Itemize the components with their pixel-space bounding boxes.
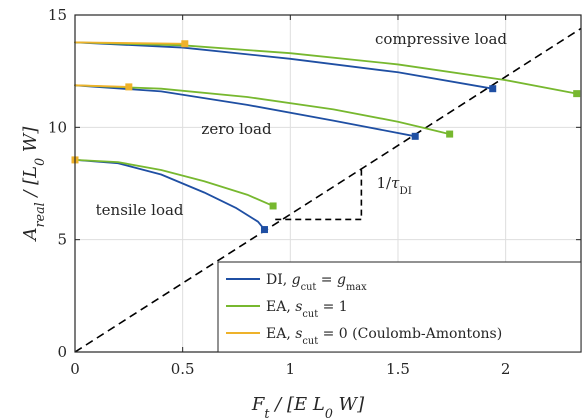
series-line-DI-tensile [74, 159, 266, 231]
endpoint-marker-0 [489, 85, 497, 93]
dashed-line [74, 27, 582, 353]
series-line-DI-compressive [74, 41, 494, 90]
annotation-slope-label: 1/τDI [376, 174, 412, 197]
series-line-EA_s1-zero [74, 84, 451, 135]
y-tick-label-2: 10 [48, 118, 67, 136]
legend-label-DI: DI, gcut = gmax [266, 272, 367, 293]
slope-triangle [275, 165, 363, 221]
endpoint-marker-6 [260, 226, 268, 234]
x-tick-label-3: 1.5 [386, 360, 410, 378]
series-line-EA_s0-zero [74, 84, 130, 88]
annotations: compressive load zero load tensile load 1/τ… [96, 30, 508, 219]
axes: 0 0.5 1 1.5 2 0 5 10 15 Ft / [E L0 W] Areal / [L0 … [20, 6, 582, 419]
y-tick-label-3: 15 [48, 6, 67, 24]
grid [75, 15, 581, 352]
endpoint-marker-5 [125, 83, 133, 91]
legend-box [217, 261, 582, 353]
x-tick-label-4: 2 [501, 360, 511, 378]
dashed-line-group [74, 27, 582, 353]
annotation-zero-load: zero load [201, 120, 272, 138]
series-line-EA_s1-compressive [74, 41, 578, 95]
y-tick-label-0: 0 [57, 343, 67, 361]
annotation-compressive-load: compressive load [375, 30, 507, 48]
endpoint-marker-2 [181, 40, 189, 48]
endpoint-marker-3 [411, 132, 419, 140]
endpoint-marker-7 [269, 202, 277, 210]
x-axis-label: Ft / [E L0 W] [251, 394, 365, 419]
series-group [74, 41, 578, 231]
y-axis-label: Areal / [L0 W] [20, 126, 47, 243]
x-tick-label-2: 1 [286, 360, 296, 378]
legend-label-EA_s0: EA, scut = 0 (Coulomb-Amontons) [266, 326, 502, 347]
series-line-EA_s1-tensile [74, 159, 274, 207]
legend-label-EA_s1: EA, scut = 1 [266, 299, 348, 320]
series-line-EA_s0-compressive [74, 41, 186, 45]
legend: DI, gcut = gmax EA, scut = 1 EA, scut = 0 … [217, 261, 582, 353]
x-tick-label-1: 0.5 [171, 360, 195, 378]
endpoint-marker-4 [446, 130, 454, 138]
endpoint-marker-1 [573, 90, 581, 98]
annotation-tensile-load: tensile load [96, 201, 184, 219]
y-tick-label-1: 5 [57, 231, 67, 249]
x-tick-label-0: 0 [70, 360, 80, 378]
series-line-DI-zero [74, 84, 417, 138]
